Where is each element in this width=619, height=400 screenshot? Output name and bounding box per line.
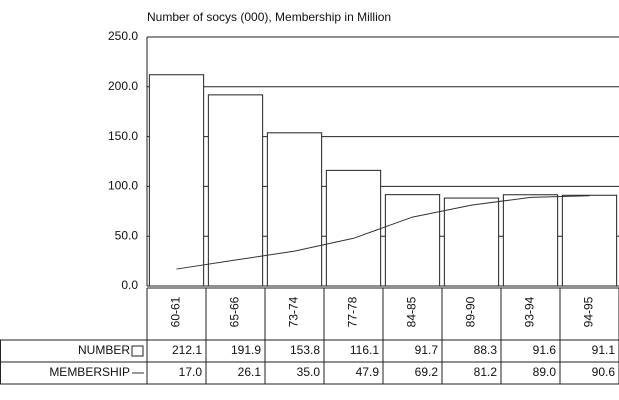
data-table-value: 153.8 [290, 343, 320, 357]
line [176, 195, 590, 270]
data-table-value: 191.9 [231, 343, 261, 357]
bar [384, 194, 441, 287]
data-table-value: 91.6 [533, 343, 557, 357]
x-tick-label: 77-78 [346, 296, 360, 327]
data-table-value: 212.1 [172, 343, 202, 357]
bar [266, 132, 323, 287]
data-table-value: 88.3 [474, 343, 498, 357]
data-table-value: 91.7 [415, 343, 439, 357]
data-table-value: 81.2 [474, 365, 498, 379]
bar [148, 74, 205, 287]
bar [502, 194, 559, 287]
data-table-value: 89.0 [533, 365, 557, 379]
data-table-value: 91.1 [592, 343, 616, 357]
y-tick-label: 150.0 [108, 129, 138, 143]
x-tick-label: 60-61 [169, 296, 183, 327]
data-table-value: 47.9 [356, 365, 380, 379]
bar [443, 197, 500, 287]
legend-swatch [131, 345, 144, 357]
x-tick-label: 94-95 [582, 296, 596, 327]
bar [561, 194, 618, 287]
data-table-value: 26.1 [238, 365, 262, 379]
legend-label: NUMBER [78, 343, 130, 357]
data-table-value: 17.0 [179, 365, 203, 379]
y-tick-label: 200.0 [108, 79, 138, 93]
y-tick-label: 250.0 [108, 29, 138, 43]
y-tick-label: 100.0 [108, 179, 138, 193]
data-table-value: 116.1 [350, 343, 379, 357]
data-table-value: 35.0 [297, 365, 321, 379]
chart-title: Number of socys (000), Membership in Mil… [147, 10, 391, 24]
x-tick-label: 89-90 [464, 296, 478, 327]
legend-label: MEMBERSHIP [49, 365, 130, 379]
x-tick-label: 93-94 [523, 296, 537, 327]
bar [325, 169, 382, 287]
data-table-value: 69.2 [415, 365, 439, 379]
x-tick-label: 73-74 [287, 296, 301, 327]
x-tick-label: 65-66 [228, 296, 242, 327]
data-table-value: 90.6 [592, 365, 616, 379]
bar [207, 94, 264, 287]
y-tick-label: 50.0 [115, 228, 139, 242]
x-tick-label: 84-85 [405, 296, 419, 327]
y-tick-label: 0.0 [121, 278, 138, 292]
